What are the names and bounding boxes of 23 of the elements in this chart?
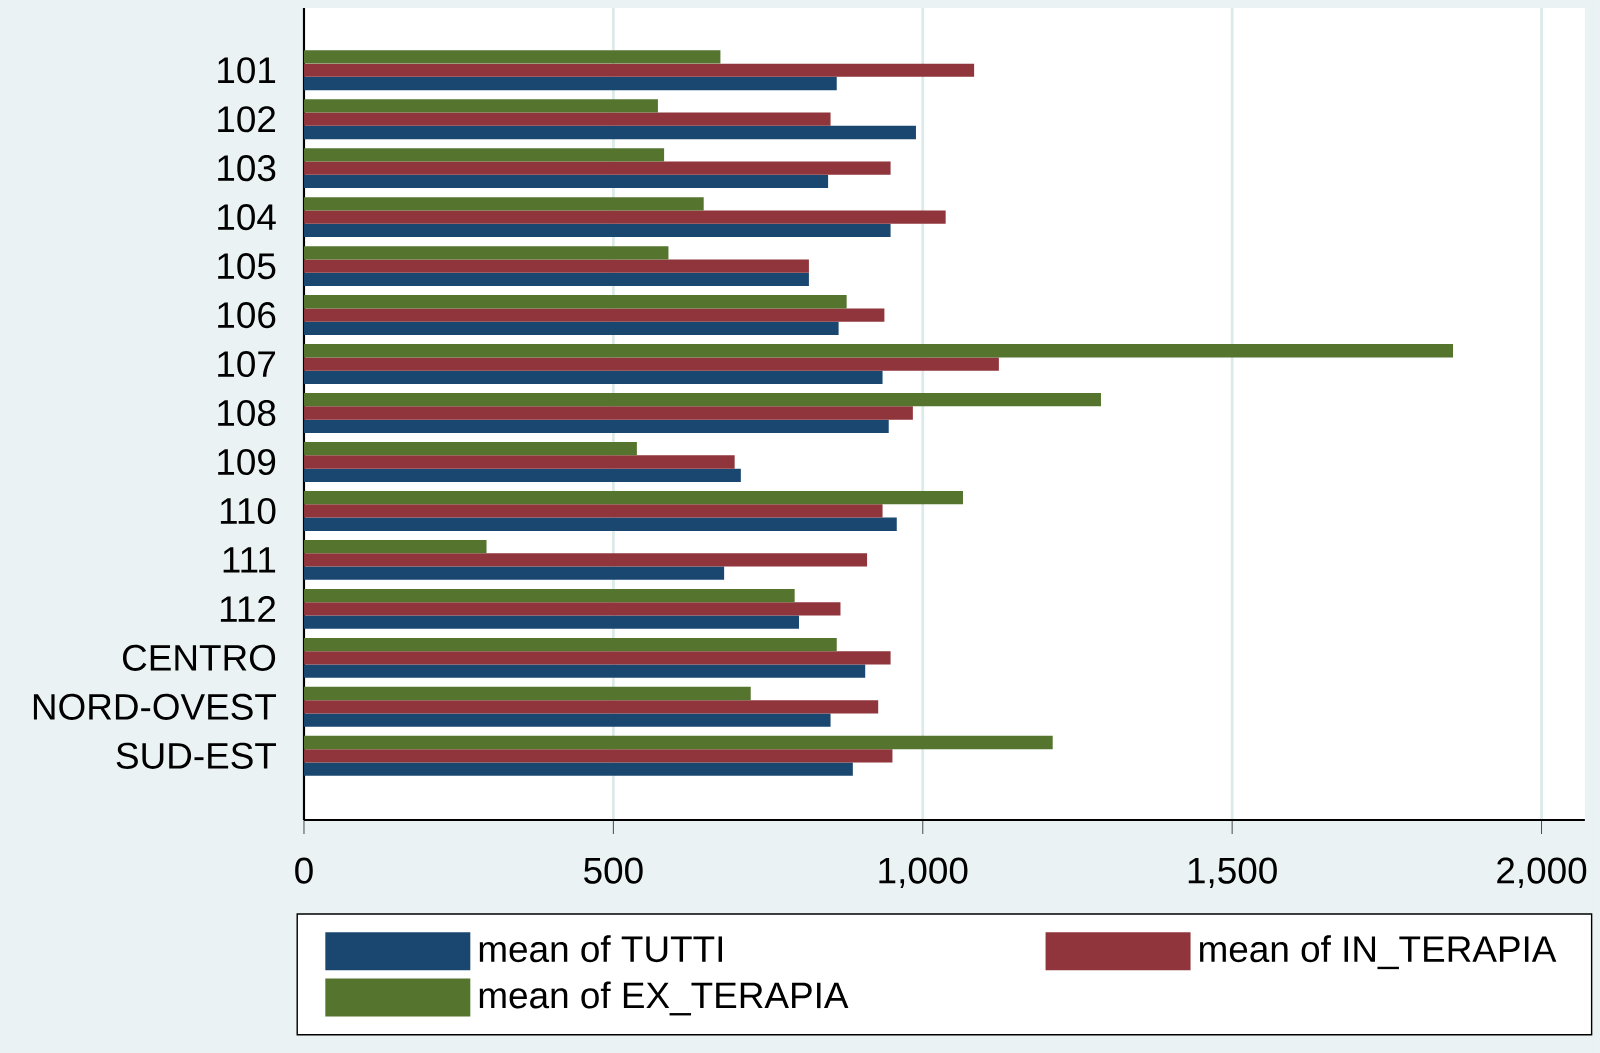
y-tick-label: CENTRO xyxy=(122,644,276,671)
y-tick-label: 101 xyxy=(218,57,276,84)
y-tick-label: 108 xyxy=(218,400,276,427)
y-tick-label: 107 xyxy=(218,351,276,378)
x-tick-label: 1,000 xyxy=(879,857,968,889)
y-tick-label: NORD-OVEST xyxy=(33,693,277,720)
legend-label: mean of IN_TERAPIA xyxy=(1200,935,1557,970)
y-tick-label: 103 xyxy=(218,155,276,182)
y-tick-label: 102 xyxy=(218,106,276,133)
y-tick-label: SUD-EST xyxy=(116,742,277,769)
legend-label: mean of TUTTI xyxy=(479,935,722,963)
x-tick-label: 2,000 xyxy=(1497,857,1587,889)
y-tick-label: 106 xyxy=(218,302,276,329)
y-tick-label: 112 xyxy=(220,596,276,622)
y-tick-label: 109 xyxy=(218,448,276,476)
y-tick-label: 111 xyxy=(223,547,276,573)
legend-label: mean of EX_TERAPIA xyxy=(479,981,849,1016)
x-tick-label: 1,500 xyxy=(1188,857,1277,889)
y-tick-label: 104 xyxy=(218,204,276,231)
x-tick-label: 500 xyxy=(584,857,643,884)
y-tick-label: 110 xyxy=(220,497,276,525)
y-tick-label: 105 xyxy=(218,253,276,280)
x-tick-label: 0 xyxy=(295,857,313,884)
